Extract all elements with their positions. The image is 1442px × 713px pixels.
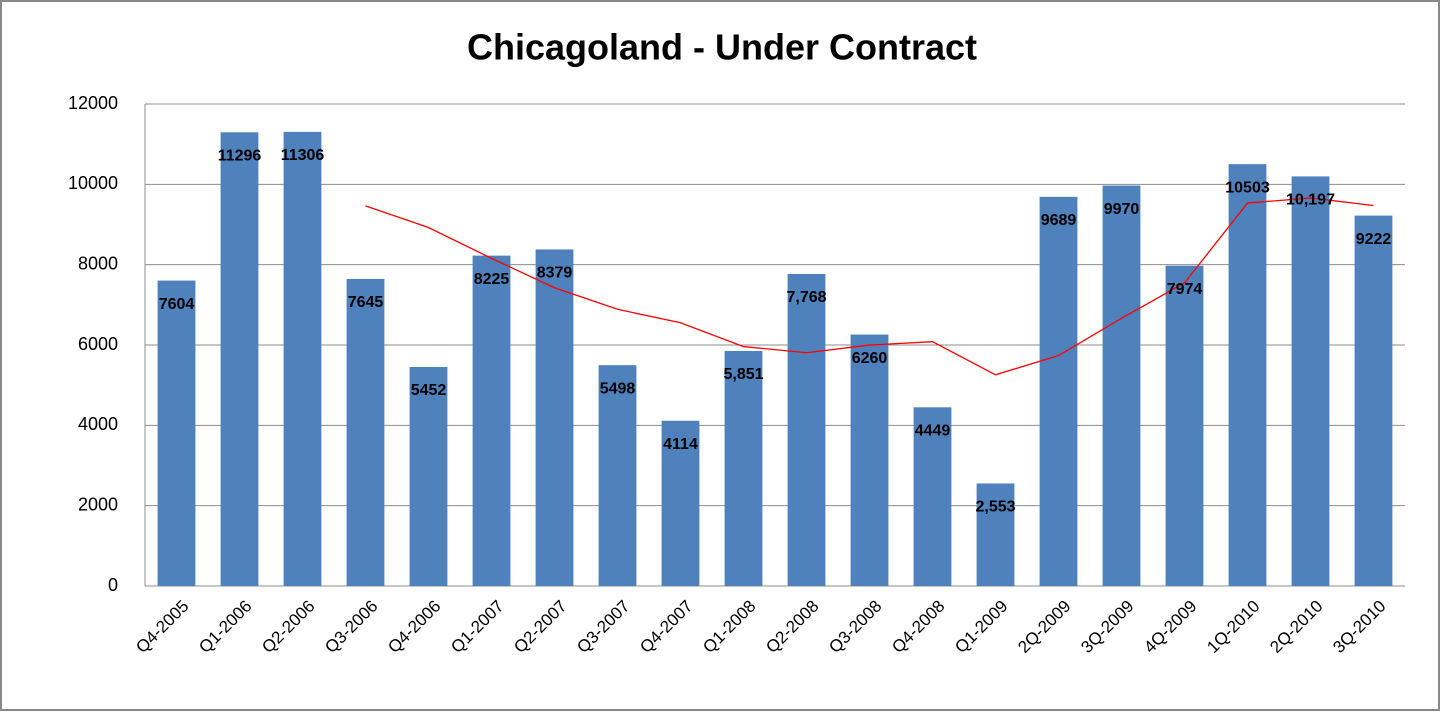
bar	[1291, 176, 1330, 586]
bar	[850, 334, 889, 586]
value-label: 2,553	[975, 499, 1015, 516]
bar	[976, 483, 1015, 586]
value-label: 6260	[852, 350, 888, 367]
bar	[220, 132, 259, 586]
value-label: 11296	[218, 147, 262, 164]
bar	[409, 367, 448, 586]
bar	[1102, 185, 1141, 586]
value-label: 4449	[915, 423, 951, 440]
value-label: 4114	[663, 436, 698, 453]
y-tick-label: 6000	[78, 334, 118, 354]
bar	[283, 131, 322, 586]
bar	[787, 273, 826, 586]
y-tick-label: 8000	[78, 253, 118, 273]
value-label: 8225	[474, 271, 510, 288]
bar	[724, 350, 763, 586]
value-label: 11306	[281, 147, 325, 164]
bar	[1354, 215, 1393, 586]
chart-title: Chicagoland - Under Contract	[467, 27, 977, 68]
line	[365, 197, 1374, 376]
y-tick-label: 10000	[68, 173, 118, 193]
bar	[535, 249, 574, 587]
bar	[661, 420, 700, 586]
y-tick-label: 4000	[78, 414, 118, 434]
value-label: 7,768	[786, 289, 826, 306]
bar	[346, 278, 385, 586]
bar	[1039, 196, 1078, 586]
y-tick-label: 0	[108, 575, 118, 595]
value-label: 5,851	[723, 366, 763, 383]
value-label: 7604	[159, 296, 195, 313]
value-label: 5498	[600, 380, 636, 397]
value-label: 9689	[1041, 212, 1077, 229]
bar	[1228, 164, 1267, 586]
y-tick-label: 2000	[78, 494, 118, 514]
value-label: 8379	[537, 265, 573, 282]
bar	[1165, 265, 1204, 586]
value-label: 10503	[1225, 179, 1270, 196]
bar	[157, 280, 196, 586]
value-label: 7974	[1167, 281, 1203, 298]
value-label: 9222	[1356, 231, 1392, 248]
value-label: 7645	[348, 294, 384, 311]
value-label: 5452	[411, 382, 447, 399]
bar	[472, 255, 511, 587]
value-label: 10,197	[1286, 192, 1335, 209]
value-label: 9970	[1104, 201, 1140, 218]
bar	[598, 365, 637, 586]
bar	[913, 407, 952, 586]
y-tick-label: 12000	[68, 93, 118, 113]
